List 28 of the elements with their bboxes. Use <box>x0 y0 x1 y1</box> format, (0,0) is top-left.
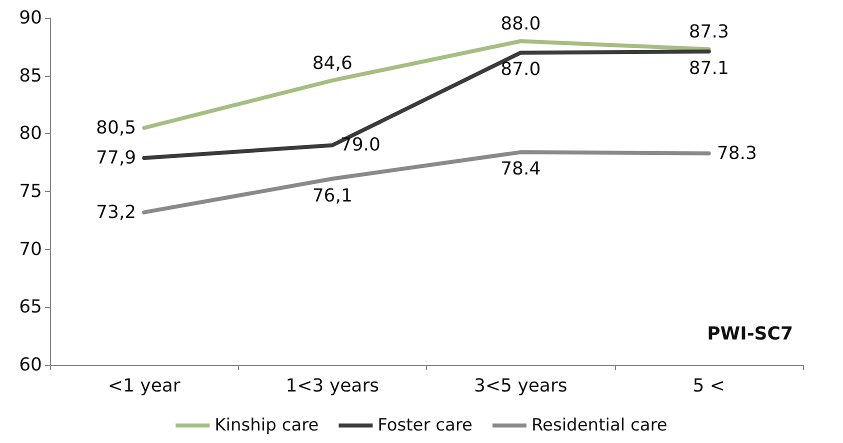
legend-label: Kinship care <box>214 416 319 436</box>
y-tick-label: 70 <box>19 238 42 260</box>
annotation: PWI-SC7 <box>707 324 794 344</box>
legend-label: Residential care <box>531 416 668 436</box>
data-label: 87.1 <box>688 58 729 80</box>
y-tick-label: 65 <box>19 296 42 318</box>
y-tick-label: 60 <box>19 354 42 376</box>
y-tick-label: 90 <box>19 8 42 28</box>
data-label: 78.4 <box>500 158 541 180</box>
data-label: 87.0 <box>500 59 541 80</box>
data-label: 73,2 <box>96 202 136 223</box>
x-tick-label: 3<5 years <box>474 376 568 396</box>
data-label: 80,5 <box>96 117 136 138</box>
y-tick-label: 75 <box>19 181 42 202</box>
y-tick-label: 80 <box>19 123 42 144</box>
data-label: 77,9 <box>96 147 136 168</box>
data-label: 76,1 <box>312 185 352 206</box>
data-label: 87.3 <box>688 22 729 43</box>
x-tick-label: 5 < <box>692 376 726 396</box>
data-label: 88.0 <box>500 14 541 35</box>
line-series <box>142 150 711 214</box>
data-label: 79.0 <box>340 134 380 156</box>
x-tick-label: <1 year <box>108 376 181 396</box>
x-tick-label: 1<3 years <box>286 376 379 396</box>
y-tick-label: 85 <box>19 65 42 86</box>
data-label: 84,6 <box>312 52 352 74</box>
data-label: 78.3 <box>716 142 757 164</box>
legend-label: Foster care <box>378 416 472 436</box>
